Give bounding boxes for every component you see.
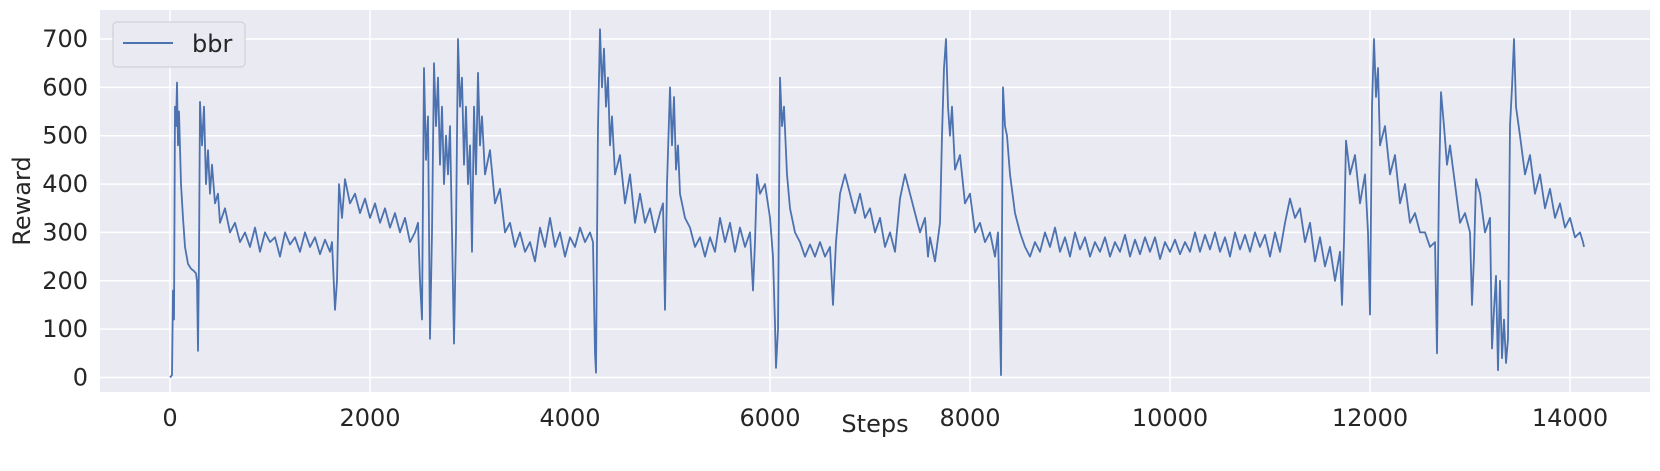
legend-box [112,21,246,68]
y-axis-label: Reward [8,156,36,245]
x-tick-label: 10000 [1132,404,1208,432]
grid-lines [100,10,1650,392]
y-tick-label: 400 [42,170,88,198]
y-tick-label: 300 [42,218,88,246]
y-tick-label: 700 [42,25,88,53]
y-tick-label: 600 [42,73,88,101]
x-tick-label: 0 [162,404,177,432]
x-tick-label: 12000 [1332,404,1408,432]
y-tick-label: 200 [42,267,88,295]
x-tick-label: 8000 [939,404,1000,432]
y-tick-label: 500 [42,122,88,150]
x-tick-label: 4000 [539,404,600,432]
plot-background [100,10,1650,392]
x-tick-label: 14000 [1532,404,1608,432]
legend-label-bbr: bbr [192,30,232,58]
series-layer [169,28,1585,379]
y-axis-ticks: 0 100 200 300 400 500 600 700 [42,25,88,391]
x-axis-ticks: 0 2000 4000 6000 8000 10000 12000 14000 [162,404,1608,432]
y-tick-label: 100 [42,315,88,343]
series-line-bbr [169,28,1585,379]
x-axis-label: Steps [841,410,908,438]
y-tick-label: 0 [73,363,88,391]
legend: bbr [112,21,246,68]
x-tick-label: 6000 [739,404,800,432]
x-tick-label: 2000 [339,404,400,432]
